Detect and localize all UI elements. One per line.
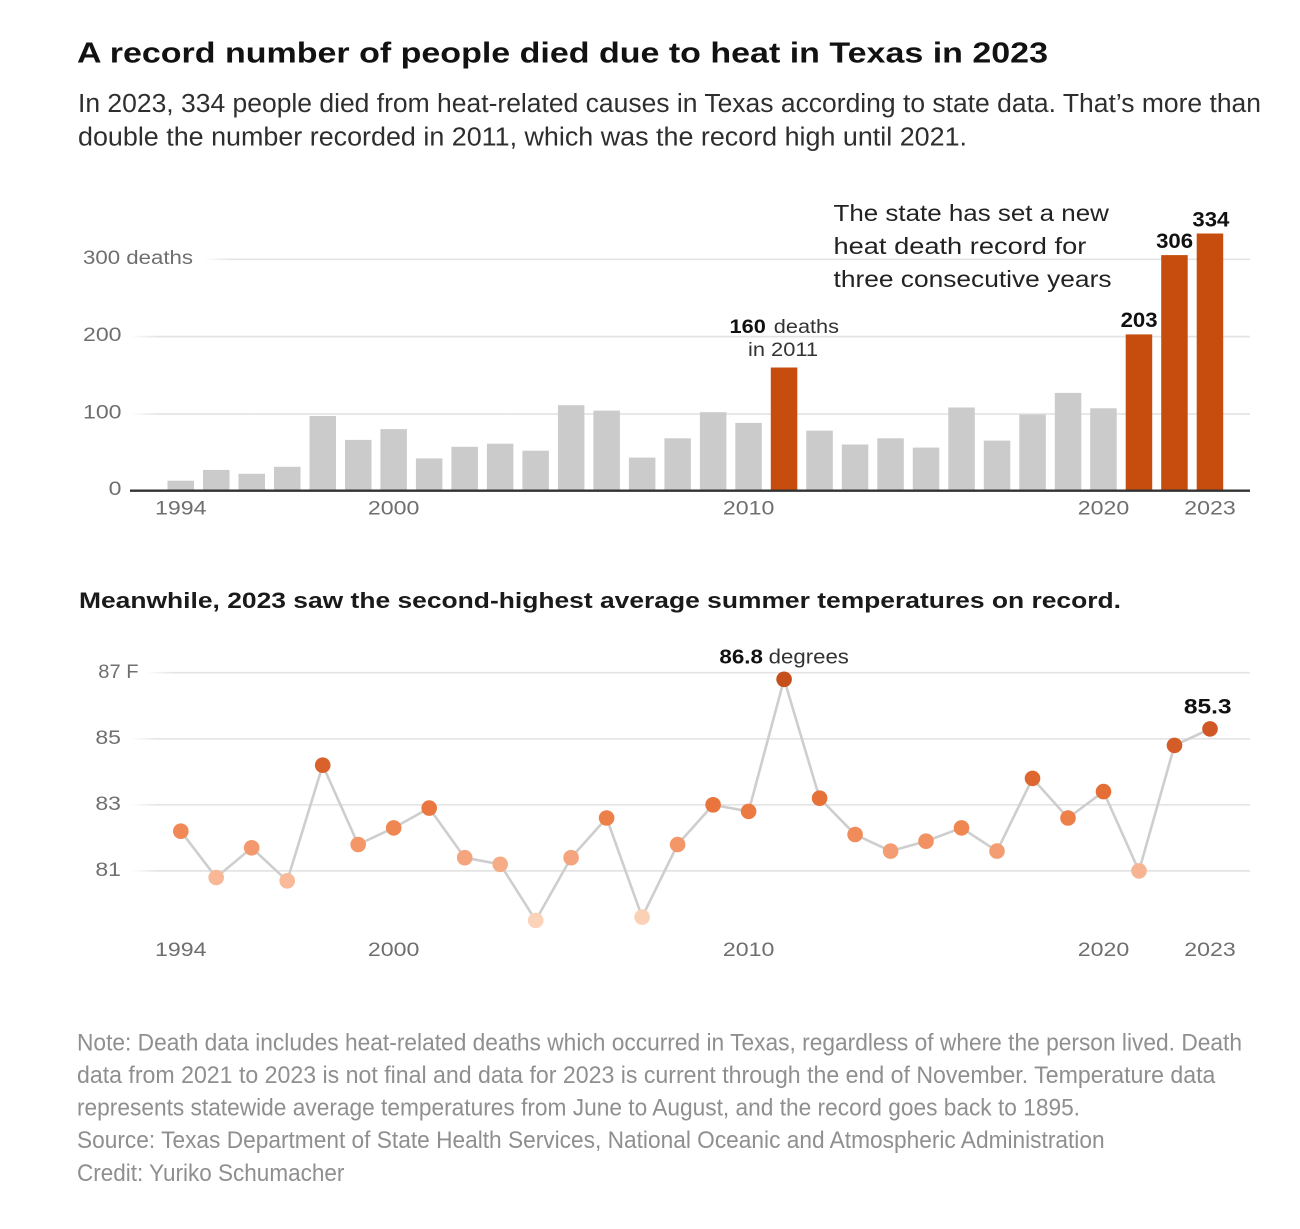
svg-text:double the number recorded in: double the number recorded in 2011, whic… xyxy=(78,124,967,152)
svg-text:306: 306 xyxy=(1156,230,1193,253)
svg-text:2010: 2010 xyxy=(723,939,775,961)
svg-text:0: 0 xyxy=(109,478,122,500)
svg-text:160: 160 xyxy=(730,316,766,338)
svg-text:87 F: 87 F xyxy=(98,661,138,683)
svg-text:2020: 2020 xyxy=(1078,498,1130,520)
svg-text:Meanwhile, 2023 saw the second: Meanwhile, 2023 saw the second-highest a… xyxy=(79,588,1121,613)
svg-text:86.8: 86.8 xyxy=(719,646,763,669)
svg-text:81: 81 xyxy=(95,859,121,881)
svg-text:83: 83 xyxy=(95,793,121,815)
svg-text:2010: 2010 xyxy=(723,498,775,520)
svg-text:The state has set a new: The state has set a new xyxy=(834,200,1111,226)
svg-text:100: 100 xyxy=(83,402,122,424)
svg-text:1994: 1994 xyxy=(155,939,207,961)
svg-text:Credit: Yuriko Schumacher: Credit: Yuriko Schumacher xyxy=(77,1160,344,1187)
svg-text:three consecutive years: three consecutive years xyxy=(834,266,1112,292)
svg-text:degrees: degrees xyxy=(769,646,849,669)
svg-text:2023: 2023 xyxy=(1184,939,1236,961)
svg-text:heat death record for: heat death record for xyxy=(834,233,1087,259)
svg-text:2023: 2023 xyxy=(1184,498,1236,520)
svg-text:deaths: deaths xyxy=(774,316,839,338)
svg-text:data from 2021 to 2023 is not: data from 2021 to 2023 is not final and … xyxy=(77,1062,1216,1089)
svg-text:in 2011: in 2011 xyxy=(748,339,818,361)
svg-text:200: 200 xyxy=(83,324,122,346)
svg-text:represents statewide average t: represents statewide average temperature… xyxy=(77,1095,1080,1122)
svg-text:Source: Texas Department of St: Source: Texas Department of State Health… xyxy=(77,1127,1105,1154)
svg-text:Note: Death data includes heat: Note: Death data includes heat-related d… xyxy=(77,1029,1242,1056)
svg-text:1994: 1994 xyxy=(155,498,207,520)
svg-text:203: 203 xyxy=(1121,309,1158,332)
svg-text:2020: 2020 xyxy=(1078,939,1130,961)
svg-text:334: 334 xyxy=(1192,208,1229,231)
svg-text:In 2023, 334 people died from: In 2023, 334 people died from heat-relat… xyxy=(78,90,1261,118)
svg-text:300 deaths: 300 deaths xyxy=(83,247,193,269)
svg-text:85: 85 xyxy=(95,727,121,749)
svg-text:85.3: 85.3 xyxy=(1184,696,1232,719)
svg-text:2000: 2000 xyxy=(368,939,420,961)
svg-text:A record number of people died: A record number of people died due to he… xyxy=(77,37,1048,69)
svg-text:2000: 2000 xyxy=(368,498,420,520)
